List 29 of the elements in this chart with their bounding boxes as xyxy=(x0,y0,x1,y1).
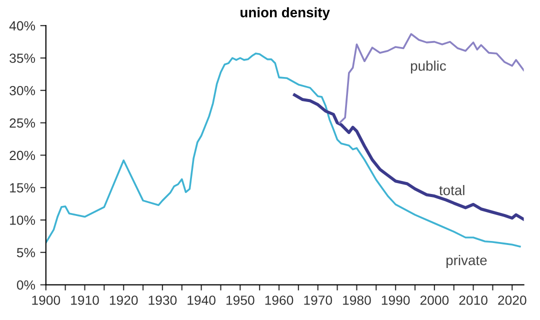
x-tick-label: 1940 xyxy=(188,296,216,305)
series-label: private xyxy=(446,255,487,268)
y-tick-label: 30% xyxy=(10,86,36,96)
y-tick-label: 10% xyxy=(10,216,36,225)
y-tick-label: 40% xyxy=(9,21,36,31)
x-tick-label: 1990 xyxy=(382,296,410,305)
y-tick-label: 20% xyxy=(10,150,36,160)
x-tick-label: 1900 xyxy=(32,296,60,305)
x-tick-label: 1950 xyxy=(226,296,254,305)
y-tick-label: 35% xyxy=(10,54,36,63)
series-label: public xyxy=(410,60,446,74)
x-tick-label: 1980 xyxy=(343,296,371,305)
line-series xyxy=(338,33,524,124)
y-tick-label: 25% xyxy=(10,118,36,128)
chart-title: union density xyxy=(240,7,330,20)
y-tick-label: 0% xyxy=(16,280,36,290)
x-tick-label: 2010 xyxy=(459,296,488,305)
series-label: total xyxy=(439,185,464,196)
x-tick-label: 2000 xyxy=(420,296,449,305)
x-tick-label: 1930 xyxy=(148,296,177,305)
y-tick-label: 5% xyxy=(16,248,36,258)
x-tick-label: 1960 xyxy=(265,296,294,305)
line-series xyxy=(293,93,524,221)
x-tick-label: 1920 xyxy=(110,296,138,305)
x-tick-label: 1970 xyxy=(304,296,332,305)
y-tick-label: 15% xyxy=(10,183,36,193)
x-tick-label: 2020 xyxy=(498,296,526,305)
line-series xyxy=(46,52,521,248)
x-tick-label: 1910 xyxy=(71,296,99,305)
